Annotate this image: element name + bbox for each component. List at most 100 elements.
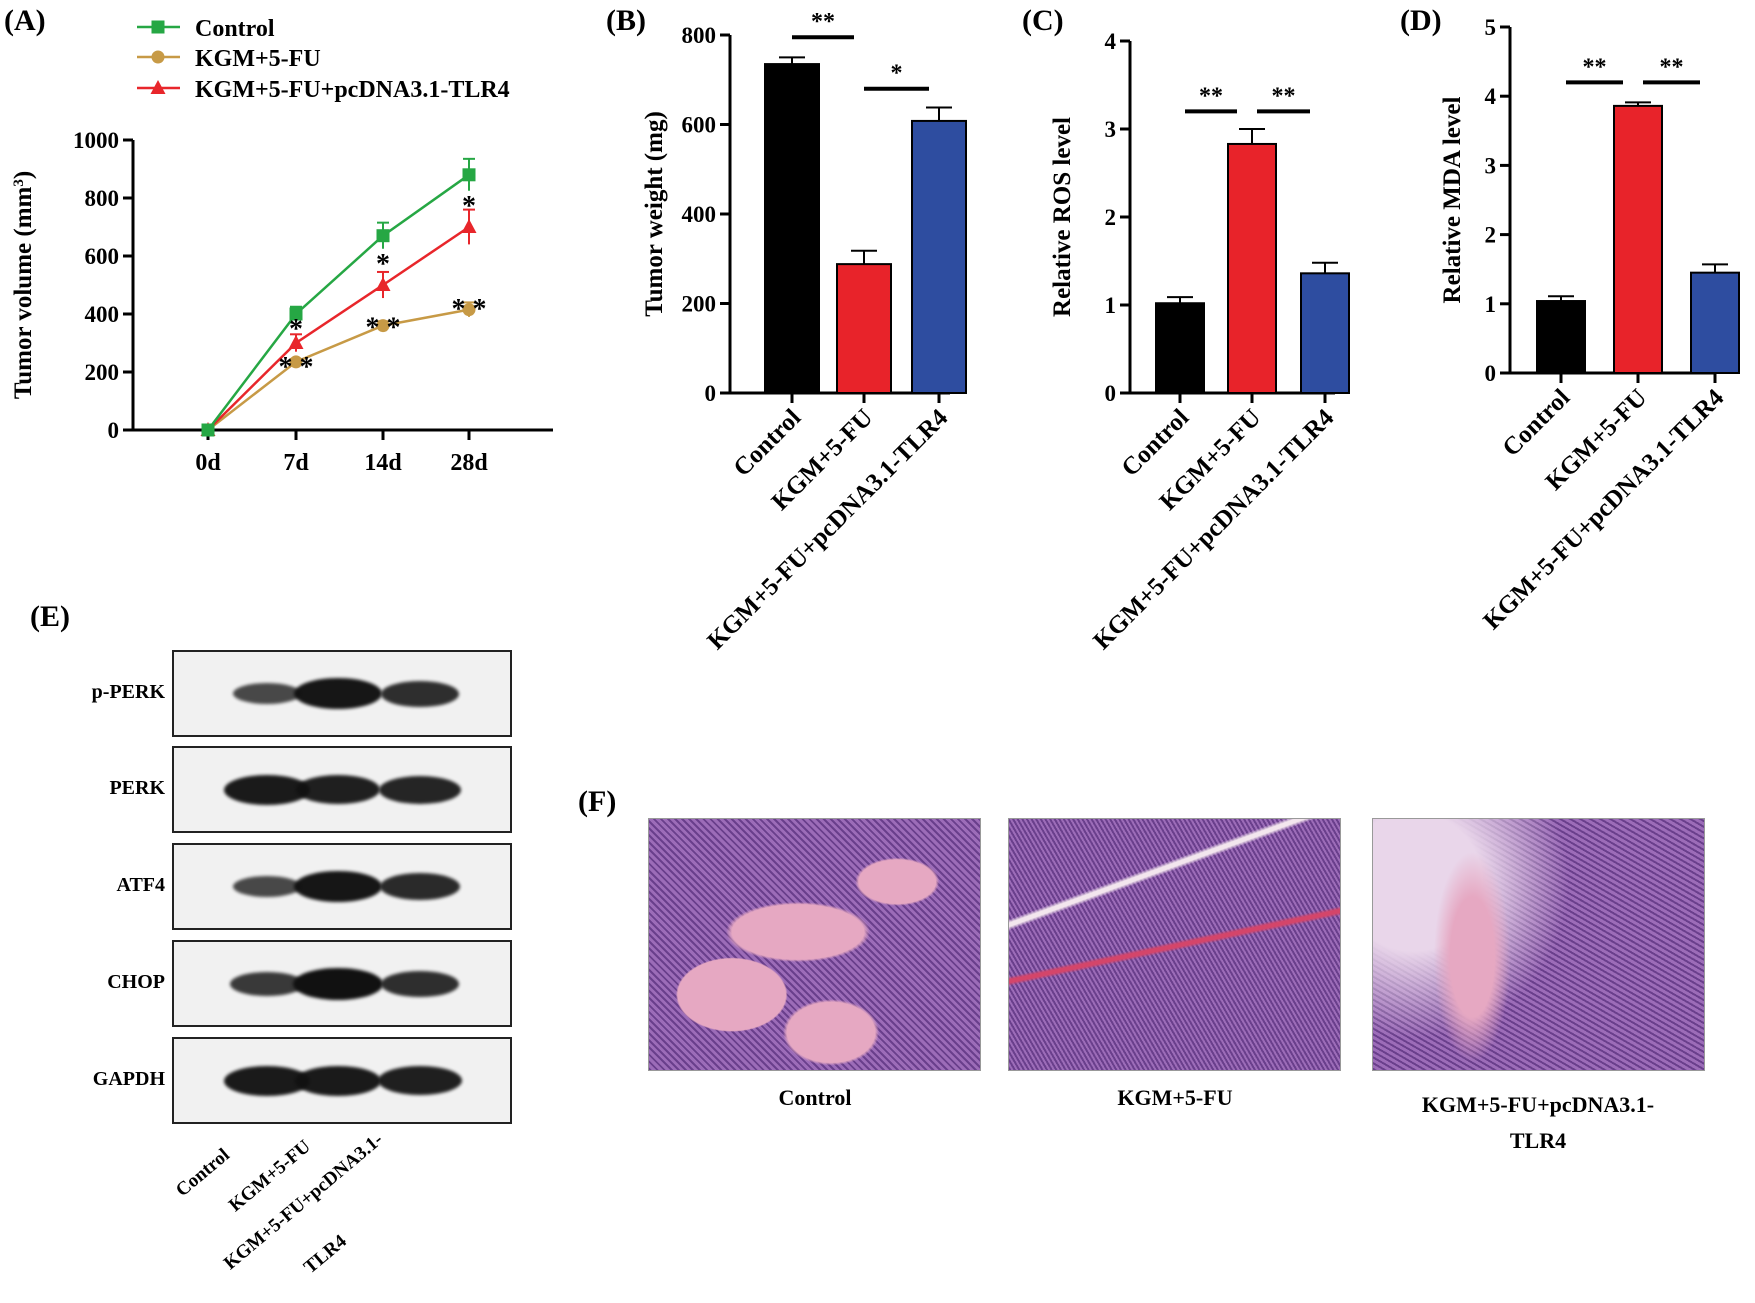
blot-band bbox=[230, 971, 304, 996]
legend-label: Control bbox=[195, 16, 275, 42]
legend-marker bbox=[150, 80, 166, 94]
significance-mark: ** bbox=[1272, 83, 1296, 109]
blot-band bbox=[233, 683, 301, 704]
data-point bbox=[289, 307, 303, 321]
histology-caption: KGM+5-FU bbox=[1117, 1085, 1233, 1110]
y-tick-label: 600 bbox=[85, 244, 120, 269]
blot-band bbox=[379, 775, 461, 804]
bar bbox=[1155, 302, 1205, 394]
data-point bbox=[289, 355, 303, 369]
data-point bbox=[462, 168, 476, 182]
legend-marker bbox=[151, 50, 165, 64]
x-tick-label: 0d bbox=[195, 450, 221, 476]
y-tick-label: 3 bbox=[1105, 117, 1117, 142]
panel-label-b: (B) bbox=[606, 4, 646, 37]
y-tick-label: 0 bbox=[1485, 361, 1497, 386]
y-tick-label: 1 bbox=[1485, 292, 1497, 317]
y-axis-label-superscript: 3 bbox=[11, 179, 27, 187]
blot-row-label: p-PERK bbox=[91, 680, 165, 703]
blot-band bbox=[380, 873, 460, 900]
legend-label: KGM+5-FU bbox=[195, 46, 321, 72]
bar bbox=[836, 263, 892, 394]
blot-band bbox=[378, 1066, 462, 1095]
series-line bbox=[207, 225, 470, 431]
y-tick-label: 800 bbox=[85, 186, 120, 211]
y-tick-label: 5 bbox=[1485, 15, 1497, 40]
x-tick-label: 7d bbox=[283, 450, 309, 476]
bar bbox=[1613, 104, 1663, 374]
y-axis-label: Tumor volume (mm3) bbox=[10, 171, 37, 399]
y-tick-label: 2 bbox=[1485, 223, 1497, 248]
y-tick-label: 4 bbox=[1105, 29, 1117, 54]
bar bbox=[911, 119, 967, 394]
y-tick-label: 0 bbox=[705, 381, 717, 406]
significance-mark: ** bbox=[1660, 54, 1684, 80]
bar bbox=[1300, 272, 1350, 395]
bar bbox=[1536, 300, 1586, 375]
y-tick-label: 1000 bbox=[73, 128, 119, 153]
y-tick-label: 600 bbox=[682, 113, 717, 138]
y-tick-label: 0 bbox=[1105, 381, 1117, 406]
blot-band bbox=[381, 680, 459, 707]
x-tick-label: 14d bbox=[364, 450, 402, 476]
blot-band bbox=[295, 1065, 381, 1096]
significance-mark: * bbox=[891, 61, 903, 87]
data-point bbox=[461, 219, 477, 233]
y-tick-label: 400 bbox=[85, 302, 120, 327]
histology-caption: KGM+5-FU+pcDNA3.1- bbox=[1421, 1092, 1655, 1117]
y-axis-label: Relative ROS level bbox=[1049, 117, 1076, 317]
data-point bbox=[375, 277, 391, 291]
y-tick-label: 400 bbox=[682, 202, 717, 227]
blot-row-label: CHOP bbox=[107, 970, 165, 993]
y-tick-label: 4 bbox=[1485, 84, 1497, 109]
x-tick-label: 28d bbox=[450, 450, 488, 476]
y-tick-label: 1 bbox=[1105, 293, 1117, 318]
significance-mark: * bbox=[462, 191, 476, 222]
blot-band bbox=[294, 678, 382, 709]
histology-caption: Control bbox=[778, 1085, 852, 1110]
blot-band bbox=[224, 774, 310, 805]
series-line bbox=[207, 308, 470, 431]
significance-mark: * * bbox=[366, 313, 401, 344]
legend-label: KGM+5-FU+pcDNA3.1-TLR4 bbox=[195, 77, 510, 103]
data-point bbox=[462, 303, 476, 317]
bar bbox=[1227, 142, 1277, 394]
significance-mark: * * bbox=[452, 294, 487, 325]
y-tick-label: 0 bbox=[108, 418, 120, 443]
blot-band bbox=[233, 876, 301, 897]
data-point bbox=[201, 423, 215, 437]
histology-image bbox=[1008, 818, 1341, 1071]
significance-mark: * bbox=[289, 314, 303, 345]
y-tick-label: 2 bbox=[1105, 205, 1117, 230]
significance-mark: * * bbox=[279, 352, 314, 383]
significance-mark: ** bbox=[1199, 83, 1223, 109]
data-point bbox=[376, 319, 390, 333]
y-axis-label-close: ) bbox=[10, 171, 37, 179]
blot-row-label: ATF4 bbox=[116, 873, 165, 896]
blot-row-label: GAPDH bbox=[92, 1067, 165, 1090]
y-tick-label: 200 bbox=[682, 292, 717, 317]
histology-caption: TLR4 bbox=[1509, 1128, 1567, 1153]
panel-label-c: (C) bbox=[1022, 4, 1064, 37]
legend-marker bbox=[151, 20, 165, 34]
significance-mark: * bbox=[376, 249, 390, 280]
blot-row-label: PERK bbox=[109, 776, 165, 799]
significance-mark: ** bbox=[1583, 54, 1607, 80]
y-axis-label: Tumor weight (mg) bbox=[641, 111, 668, 317]
blot-band bbox=[381, 970, 459, 997]
panel-label-a: (A) bbox=[4, 4, 46, 37]
bar bbox=[764, 63, 820, 395]
y-tick-label: 200 bbox=[85, 360, 120, 385]
y-tick-label: 3 bbox=[1485, 153, 1497, 178]
histology-image bbox=[1372, 818, 1705, 1071]
panel-label-d: (D) bbox=[1400, 4, 1442, 37]
blot-band bbox=[293, 967, 383, 1000]
series-line bbox=[207, 173, 470, 431]
bar bbox=[1690, 271, 1740, 374]
data-point bbox=[376, 229, 390, 243]
significance-mark: ** bbox=[811, 9, 835, 35]
